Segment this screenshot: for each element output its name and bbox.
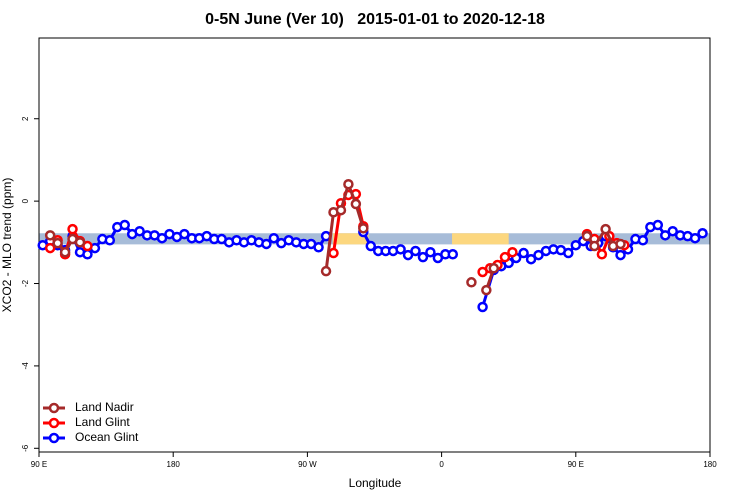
reference-band — [39, 233, 710, 245]
legend-label: Land Glint — [75, 415, 130, 429]
point — [507, 246, 518, 258]
point — [395, 244, 406, 255]
x-tick-label: 180 — [167, 460, 181, 469]
highlight — [452, 233, 509, 245]
point — [119, 219, 130, 231]
legend-marker — [48, 432, 60, 444]
point — [82, 249, 93, 260]
legend-label: Land Nadir — [75, 400, 134, 414]
point — [44, 242, 56, 254]
x-tick-label: 90 E — [568, 460, 584, 469]
point — [402, 249, 414, 261]
point — [328, 247, 339, 259]
point — [410, 245, 421, 257]
point — [156, 232, 168, 244]
point — [570, 239, 582, 251]
legend-marker — [48, 417, 60, 429]
point — [499, 251, 511, 263]
point — [652, 219, 664, 231]
point — [320, 265, 332, 277]
point — [615, 238, 626, 250]
point — [335, 204, 347, 216]
point — [589, 240, 600, 252]
point — [358, 223, 369, 234]
legend-marker — [48, 402, 60, 414]
x-tick-label: 0 — [439, 460, 444, 469]
point — [104, 235, 116, 246]
point — [525, 253, 537, 265]
point — [466, 277, 477, 288]
point — [600, 223, 611, 235]
point — [343, 178, 354, 190]
point — [44, 230, 56, 241]
x-tick-label: 90 W — [298, 460, 317, 469]
y-tick-label: -6 — [21, 444, 30, 452]
y-tick-label: -2 — [21, 279, 30, 287]
point — [596, 249, 608, 260]
point — [697, 228, 708, 239]
point — [637, 235, 649, 246]
y-tick-label: 0 — [21, 198, 30, 203]
x-tick-label: 180 — [703, 460, 717, 469]
point — [615, 249, 626, 261]
point — [268, 232, 280, 244]
point — [59, 246, 71, 258]
x-axis-label: Longitude — [349, 476, 402, 490]
point — [477, 301, 488, 313]
point — [660, 230, 671, 241]
point — [447, 249, 459, 260]
point — [488, 263, 500, 274]
point — [52, 237, 63, 249]
x-tick-label: 90 E — [31, 460, 47, 469]
point — [533, 249, 544, 261]
y-tick-label: 2 — [21, 116, 30, 121]
point — [518, 247, 529, 259]
highlight — [332, 233, 369, 245]
point — [417, 251, 429, 263]
y-axis-label: XCO2 - MLO trend (ppm) — [0, 178, 14, 313]
point — [179, 228, 190, 240]
point — [581, 230, 593, 242]
point — [261, 238, 272, 250]
point — [313, 242, 324, 253]
point — [425, 246, 436, 258]
point — [74, 237, 86, 248]
y-tick-label: -4 — [21, 362, 30, 370]
point — [481, 284, 492, 296]
point — [667, 225, 678, 237]
point — [365, 240, 377, 252]
point — [134, 225, 145, 237]
point — [563, 247, 574, 259]
point — [67, 223, 78, 235]
point — [689, 232, 701, 244]
chart-title: 0-5N June (Ver 10) 2015-01-01 to 2020-12… — [205, 11, 545, 28]
legend-label: Ocean Glint — [75, 430, 139, 444]
point — [350, 198, 362, 210]
series — [44, 178, 626, 296]
